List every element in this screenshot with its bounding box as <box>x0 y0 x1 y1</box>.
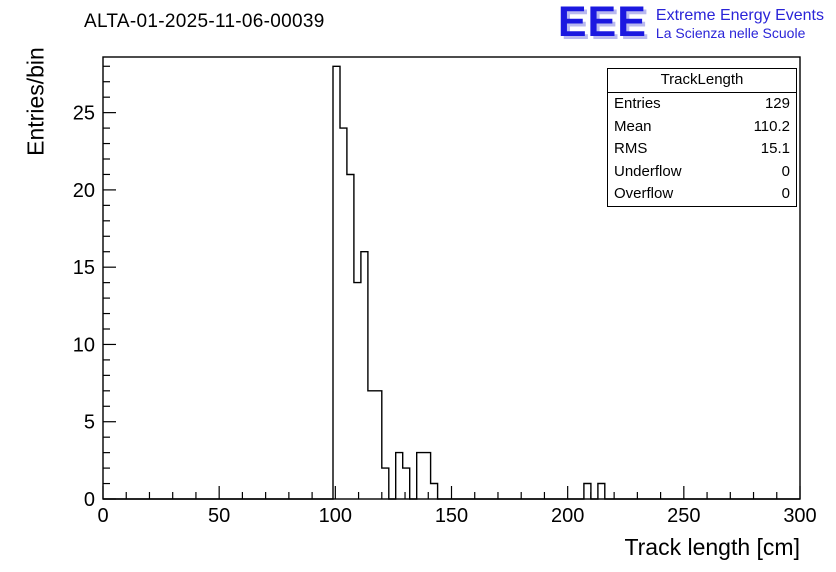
y-tick-label: 20 <box>73 180 95 202</box>
stats-row-entries: Entries 129 <box>608 93 796 116</box>
y-tick-label: 0 <box>84 489 95 511</box>
stat-value: 15.1 <box>760 140 790 157</box>
eee-logo: EEE Extreme Energy Events La Scienza nel… <box>557 0 824 46</box>
y-tick-label: 5 <box>84 412 95 434</box>
stat-label: Overflow <box>614 185 674 202</box>
stat-label: Entries <box>614 95 661 112</box>
plot-title: ALTA-01-2025-11-06-00039 <box>84 11 325 32</box>
stat-value: 0 <box>781 185 790 202</box>
y-tick-label: 10 <box>73 334 95 356</box>
stats-box: TrackLength Entries 129 Mean 110.2 RMS 1… <box>607 68 797 207</box>
logo-line1: Extreme Energy Events <box>655 7 824 24</box>
stat-value: 129 <box>764 95 790 112</box>
x-tick-label: 0 <box>97 505 108 527</box>
x-tick-label: 300 <box>783 505 816 527</box>
logo-line2: La Scienza nelle Scuole <box>655 25 806 42</box>
stat-value: 110.2 <box>753 117 790 135</box>
stat-value: 0 <box>781 162 790 180</box>
stats-row-overflow: Overflow 0 <box>608 183 796 206</box>
eee-logo-subtitle: Extreme Energy Events La Scienza nelle S… <box>656 3 824 43</box>
stats-row-rms: RMS 15.1 <box>608 138 796 161</box>
stats-row-underflow: Underflow 0 <box>608 161 796 184</box>
x-tick-label: 50 <box>208 505 230 527</box>
y-tick-label: 25 <box>73 103 95 125</box>
y-tick-label: 15 <box>73 257 95 279</box>
stat-label: Mean <box>614 117 652 135</box>
stats-header: TrackLength <box>608 69 796 93</box>
x-tick-label: 250 <box>667 505 700 527</box>
histogram-line <box>103 65 800 500</box>
x-tick-label: 100 <box>319 505 352 527</box>
y-axis-label: Entries/bin <box>22 47 49 156</box>
x-tick-label: 150 <box>435 505 468 527</box>
stats-row-mean: Mean 110.2 <box>608 116 796 139</box>
stat-label: RMS <box>614 140 648 157</box>
eee-logo-text: EEE <box>557 0 647 46</box>
x-tick-label: 200 <box>551 505 584 527</box>
x-axis-label: Track length [cm] <box>624 534 800 560</box>
stat-label: Underflow <box>614 162 682 180</box>
